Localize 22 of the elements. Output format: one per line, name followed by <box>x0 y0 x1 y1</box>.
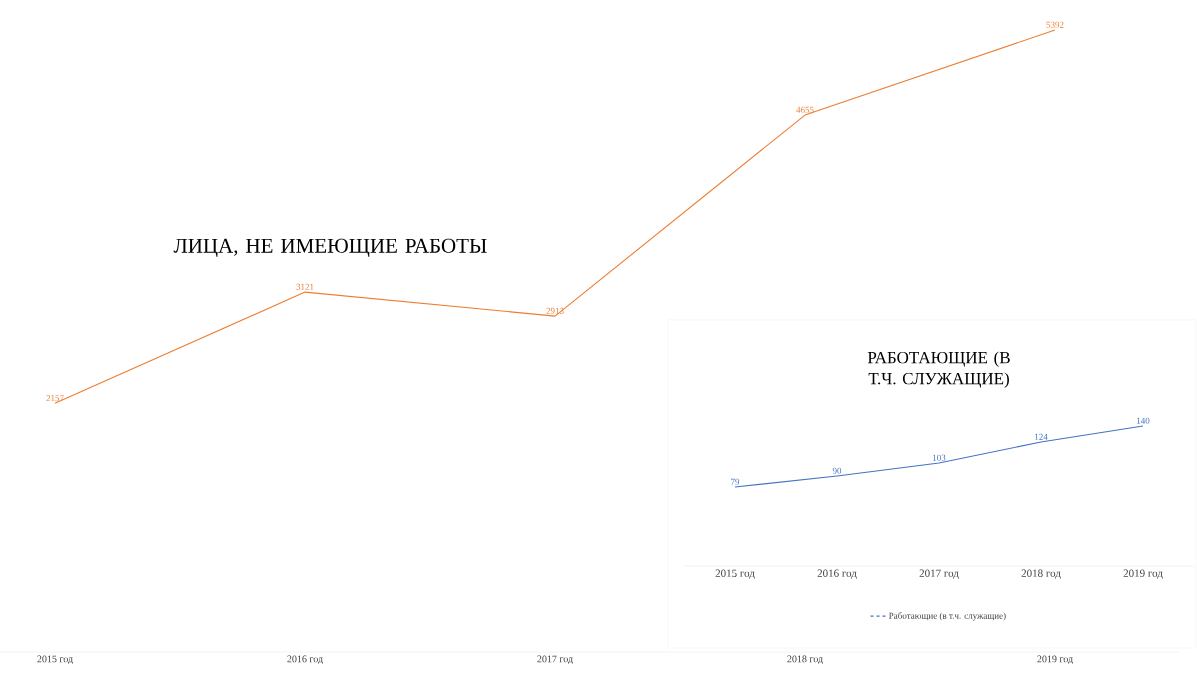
x-tick-label: 2017 год <box>919 569 959 579</box>
x-tick-label: 2018 год <box>1021 569 1061 579</box>
data-label: 79 <box>731 478 740 485</box>
x-tick-label: 2016 год <box>287 655 323 665</box>
x-tick-label: 2019 год <box>1123 569 1163 579</box>
text: ЛИЦА, НЕ ИМЕЮЩИЕ РАБОТЫ <box>173 238 487 258</box>
legend-label: Работающие (в т.ч. служащие) <box>888 612 1006 621</box>
data-label: 5392 <box>1046 21 1064 28</box>
x-tick-label: 2015 год <box>37 655 73 665</box>
chart-title: РАБОТАЮЩИЕ (В Т.Ч. СЛУЖАЩИЕ) <box>867 351 1010 388</box>
data-label: 2157 <box>46 395 64 402</box>
x-tick-label: 2019 год <box>1037 655 1073 665</box>
data-label: 103 <box>933 454 946 461</box>
data-label: 140 <box>1137 417 1150 424</box>
data-label: 124 <box>1035 433 1048 440</box>
x-tick-label: 2017 год <box>537 655 573 665</box>
data-label: 3121 <box>296 283 314 290</box>
x-tick-label: 2016 год <box>817 569 857 579</box>
data-label: 90 <box>832 467 842 474</box>
x-tick-label: 2018 год <box>787 655 823 665</box>
data-label: 4655 <box>796 106 814 113</box>
x-tick-label: 2015 год <box>715 569 755 579</box>
